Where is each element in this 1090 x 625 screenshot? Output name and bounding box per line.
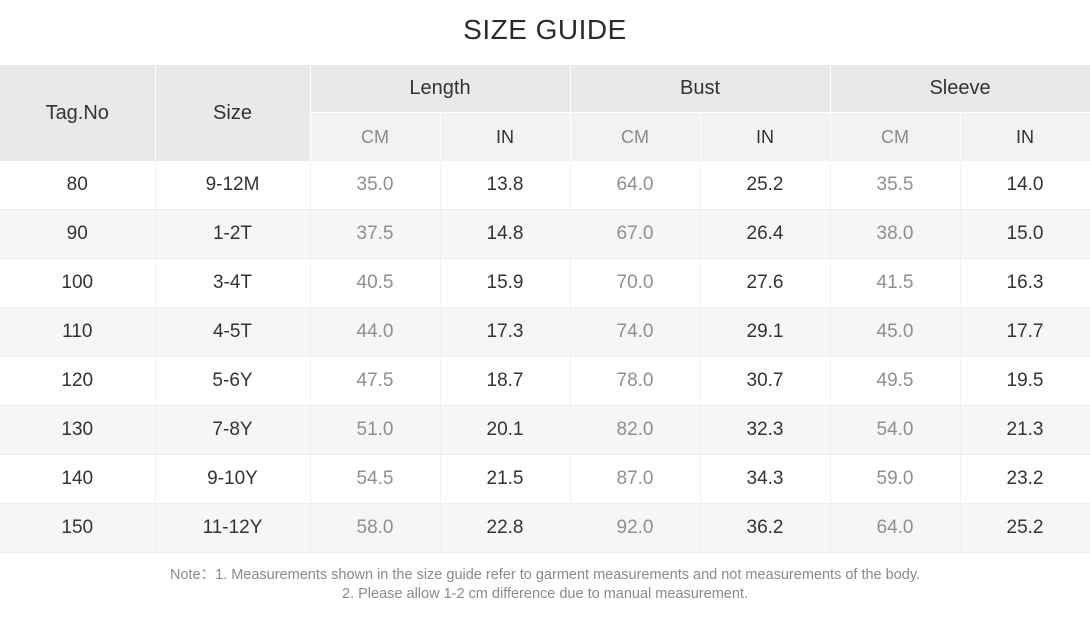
table-row: 120 5-6Y 47.5 18.7 78.0 30.7 49.5 19.5 bbox=[0, 356, 1090, 406]
cell-bust-cm: 74.0 bbox=[570, 307, 701, 357]
cell-length-in: 21.5 bbox=[440, 454, 571, 504]
cell-length-in: 13.8 bbox=[440, 161, 571, 210]
cell-size: 1-2T bbox=[155, 209, 311, 259]
note-line-1: Note：1. Measurements shown in the size g… bbox=[169, 567, 921, 583]
cell-sleeve-cm: 64.0 bbox=[830, 503, 961, 553]
cell-bust-in: 30.7 bbox=[700, 356, 831, 406]
cell-length-in: 20.1 bbox=[440, 405, 571, 455]
cell-sleeve-in: 14.0 bbox=[960, 161, 1090, 210]
cell-length-in: 15.9 bbox=[440, 258, 571, 308]
unit-bust-in: IN bbox=[700, 112, 831, 161]
cell-bust-cm: 67.0 bbox=[570, 209, 701, 259]
cell-length-cm: 40.5 bbox=[310, 258, 441, 308]
header-units-row: CM IN CM IN CM IN bbox=[0, 112, 1090, 161]
cell-bust-cm: 78.0 bbox=[570, 356, 701, 406]
table-row: 130 7-8Y 51.0 20.1 82.0 32.3 54.0 21.3 bbox=[0, 405, 1090, 455]
cell-sleeve-cm: 38.0 bbox=[830, 209, 961, 259]
cell-length-cm: 35.0 bbox=[310, 161, 441, 210]
table-row: 90 1-2T 37.5 14.8 67.0 26.4 38.0 15.0 bbox=[0, 209, 1090, 259]
cell-length-cm: 58.0 bbox=[310, 503, 441, 553]
cell-tag: 130 bbox=[0, 405, 156, 455]
unit-sleeve-cm: CM bbox=[830, 112, 961, 161]
cell-sleeve-in: 21.3 bbox=[960, 405, 1090, 455]
cell-size: 5-6Y bbox=[155, 356, 311, 406]
cell-tag: 110 bbox=[0, 307, 156, 357]
notes: Note：1. Measurements shown in the size g… bbox=[0, 566, 1090, 604]
cell-length-cm: 54.5 bbox=[310, 454, 441, 504]
table-row: 100 3-4T 40.5 15.9 70.0 27.6 41.5 16.3 bbox=[0, 258, 1090, 308]
cell-length-cm: 47.5 bbox=[310, 356, 441, 406]
header-bust: Bust bbox=[570, 65, 831, 113]
cell-sleeve-in: 16.3 bbox=[960, 258, 1090, 308]
cell-length-in: 17.3 bbox=[440, 307, 571, 357]
cell-bust-in: 32.3 bbox=[700, 405, 831, 455]
cell-bust-in: 26.4 bbox=[700, 209, 831, 259]
cell-bust-in: 29.1 bbox=[700, 307, 831, 357]
table-row: 150 11-12Y 58.0 22.8 92.0 36.2 64.0 25.2 bbox=[0, 503, 1090, 553]
size-guide-table: Tag.No Size Length Bust Sleeve CM IN CM … bbox=[0, 65, 1090, 553]
cell-sleeve-cm: 54.0 bbox=[830, 405, 961, 455]
header-tag-no: Tag.No bbox=[0, 65, 156, 161]
page-title: SIZE GUIDE bbox=[463, 14, 627, 45]
cell-sleeve-in: 23.2 bbox=[960, 454, 1090, 504]
cell-sleeve-cm: 41.5 bbox=[830, 258, 961, 308]
table-row: 110 4-5T 44.0 17.3 74.0 29.1 45.0 17.7 bbox=[0, 307, 1090, 357]
cell-size: 3-4T bbox=[155, 258, 311, 308]
cell-bust-in: 27.6 bbox=[700, 258, 831, 308]
cell-length-cm: 44.0 bbox=[310, 307, 441, 357]
cell-bust-in: 34.3 bbox=[700, 454, 831, 504]
table-header: Tag.No Size Length Bust Sleeve CM IN CM … bbox=[0, 65, 1090, 161]
table-row: 140 9-10Y 54.5 21.5 87.0 34.3 59.0 23.2 bbox=[0, 454, 1090, 504]
cell-sleeve-in: 15.0 bbox=[960, 209, 1090, 259]
cell-bust-in: 36.2 bbox=[700, 503, 831, 553]
cell-bust-in: 25.2 bbox=[700, 161, 831, 210]
cell-length-cm: 37.5 bbox=[310, 209, 441, 259]
header-size: Size bbox=[155, 65, 311, 161]
header-group-row: Tag.No Size Length Bust Sleeve bbox=[0, 65, 1090, 161]
cell-bust-cm: 64.0 bbox=[570, 161, 701, 210]
cell-length-in: 18.7 bbox=[440, 356, 571, 406]
cell-sleeve-cm: 35.5 bbox=[830, 161, 961, 210]
cell-tag: 140 bbox=[0, 454, 156, 504]
unit-sleeve-in: IN bbox=[960, 112, 1090, 161]
cell-sleeve-cm: 45.0 bbox=[830, 307, 961, 357]
table-body: 80 9-12M 35.0 13.8 64.0 25.2 35.5 14.0 9… bbox=[0, 161, 1090, 553]
cell-size: 9-10Y bbox=[155, 454, 311, 504]
cell-bust-cm: 82.0 bbox=[570, 405, 701, 455]
cell-sleeve-cm: 59.0 bbox=[830, 454, 961, 504]
table-row: 80 9-12M 35.0 13.8 64.0 25.2 35.5 14.0 bbox=[0, 161, 1090, 210]
cell-bust-cm: 70.0 bbox=[570, 258, 701, 308]
cell-length-cm: 51.0 bbox=[310, 405, 441, 455]
unit-length-in: IN bbox=[440, 112, 571, 161]
cell-tag: 150 bbox=[0, 503, 156, 553]
cell-bust-cm: 87.0 bbox=[570, 454, 701, 504]
cell-tag: 120 bbox=[0, 356, 156, 406]
header-sleeve: Sleeve bbox=[830, 65, 1090, 113]
unit-length-cm: CM bbox=[310, 112, 441, 161]
header-length: Length bbox=[310, 65, 571, 113]
cell-sleeve-cm: 49.5 bbox=[830, 356, 961, 406]
cell-tag: 80 bbox=[0, 161, 156, 210]
unit-bust-cm: CM bbox=[570, 112, 701, 161]
cell-tag: 90 bbox=[0, 209, 156, 259]
cell-size: 4-5T bbox=[155, 307, 311, 357]
cell-sleeve-in: 17.7 bbox=[960, 307, 1090, 357]
cell-size: 9-12M bbox=[155, 161, 311, 210]
cell-sleeve-in: 19.5 bbox=[960, 356, 1090, 406]
cell-tag: 100 bbox=[0, 258, 156, 308]
note-line-2: 2. Please allow 1-2 cm difference due to… bbox=[342, 586, 748, 602]
cell-bust-cm: 92.0 bbox=[570, 503, 701, 553]
cell-length-in: 14.8 bbox=[440, 209, 571, 259]
cell-sleeve-in: 25.2 bbox=[960, 503, 1090, 553]
cell-size: 11-12Y bbox=[155, 503, 311, 553]
cell-length-in: 22.8 bbox=[440, 503, 571, 553]
cell-size: 7-8Y bbox=[155, 405, 311, 455]
